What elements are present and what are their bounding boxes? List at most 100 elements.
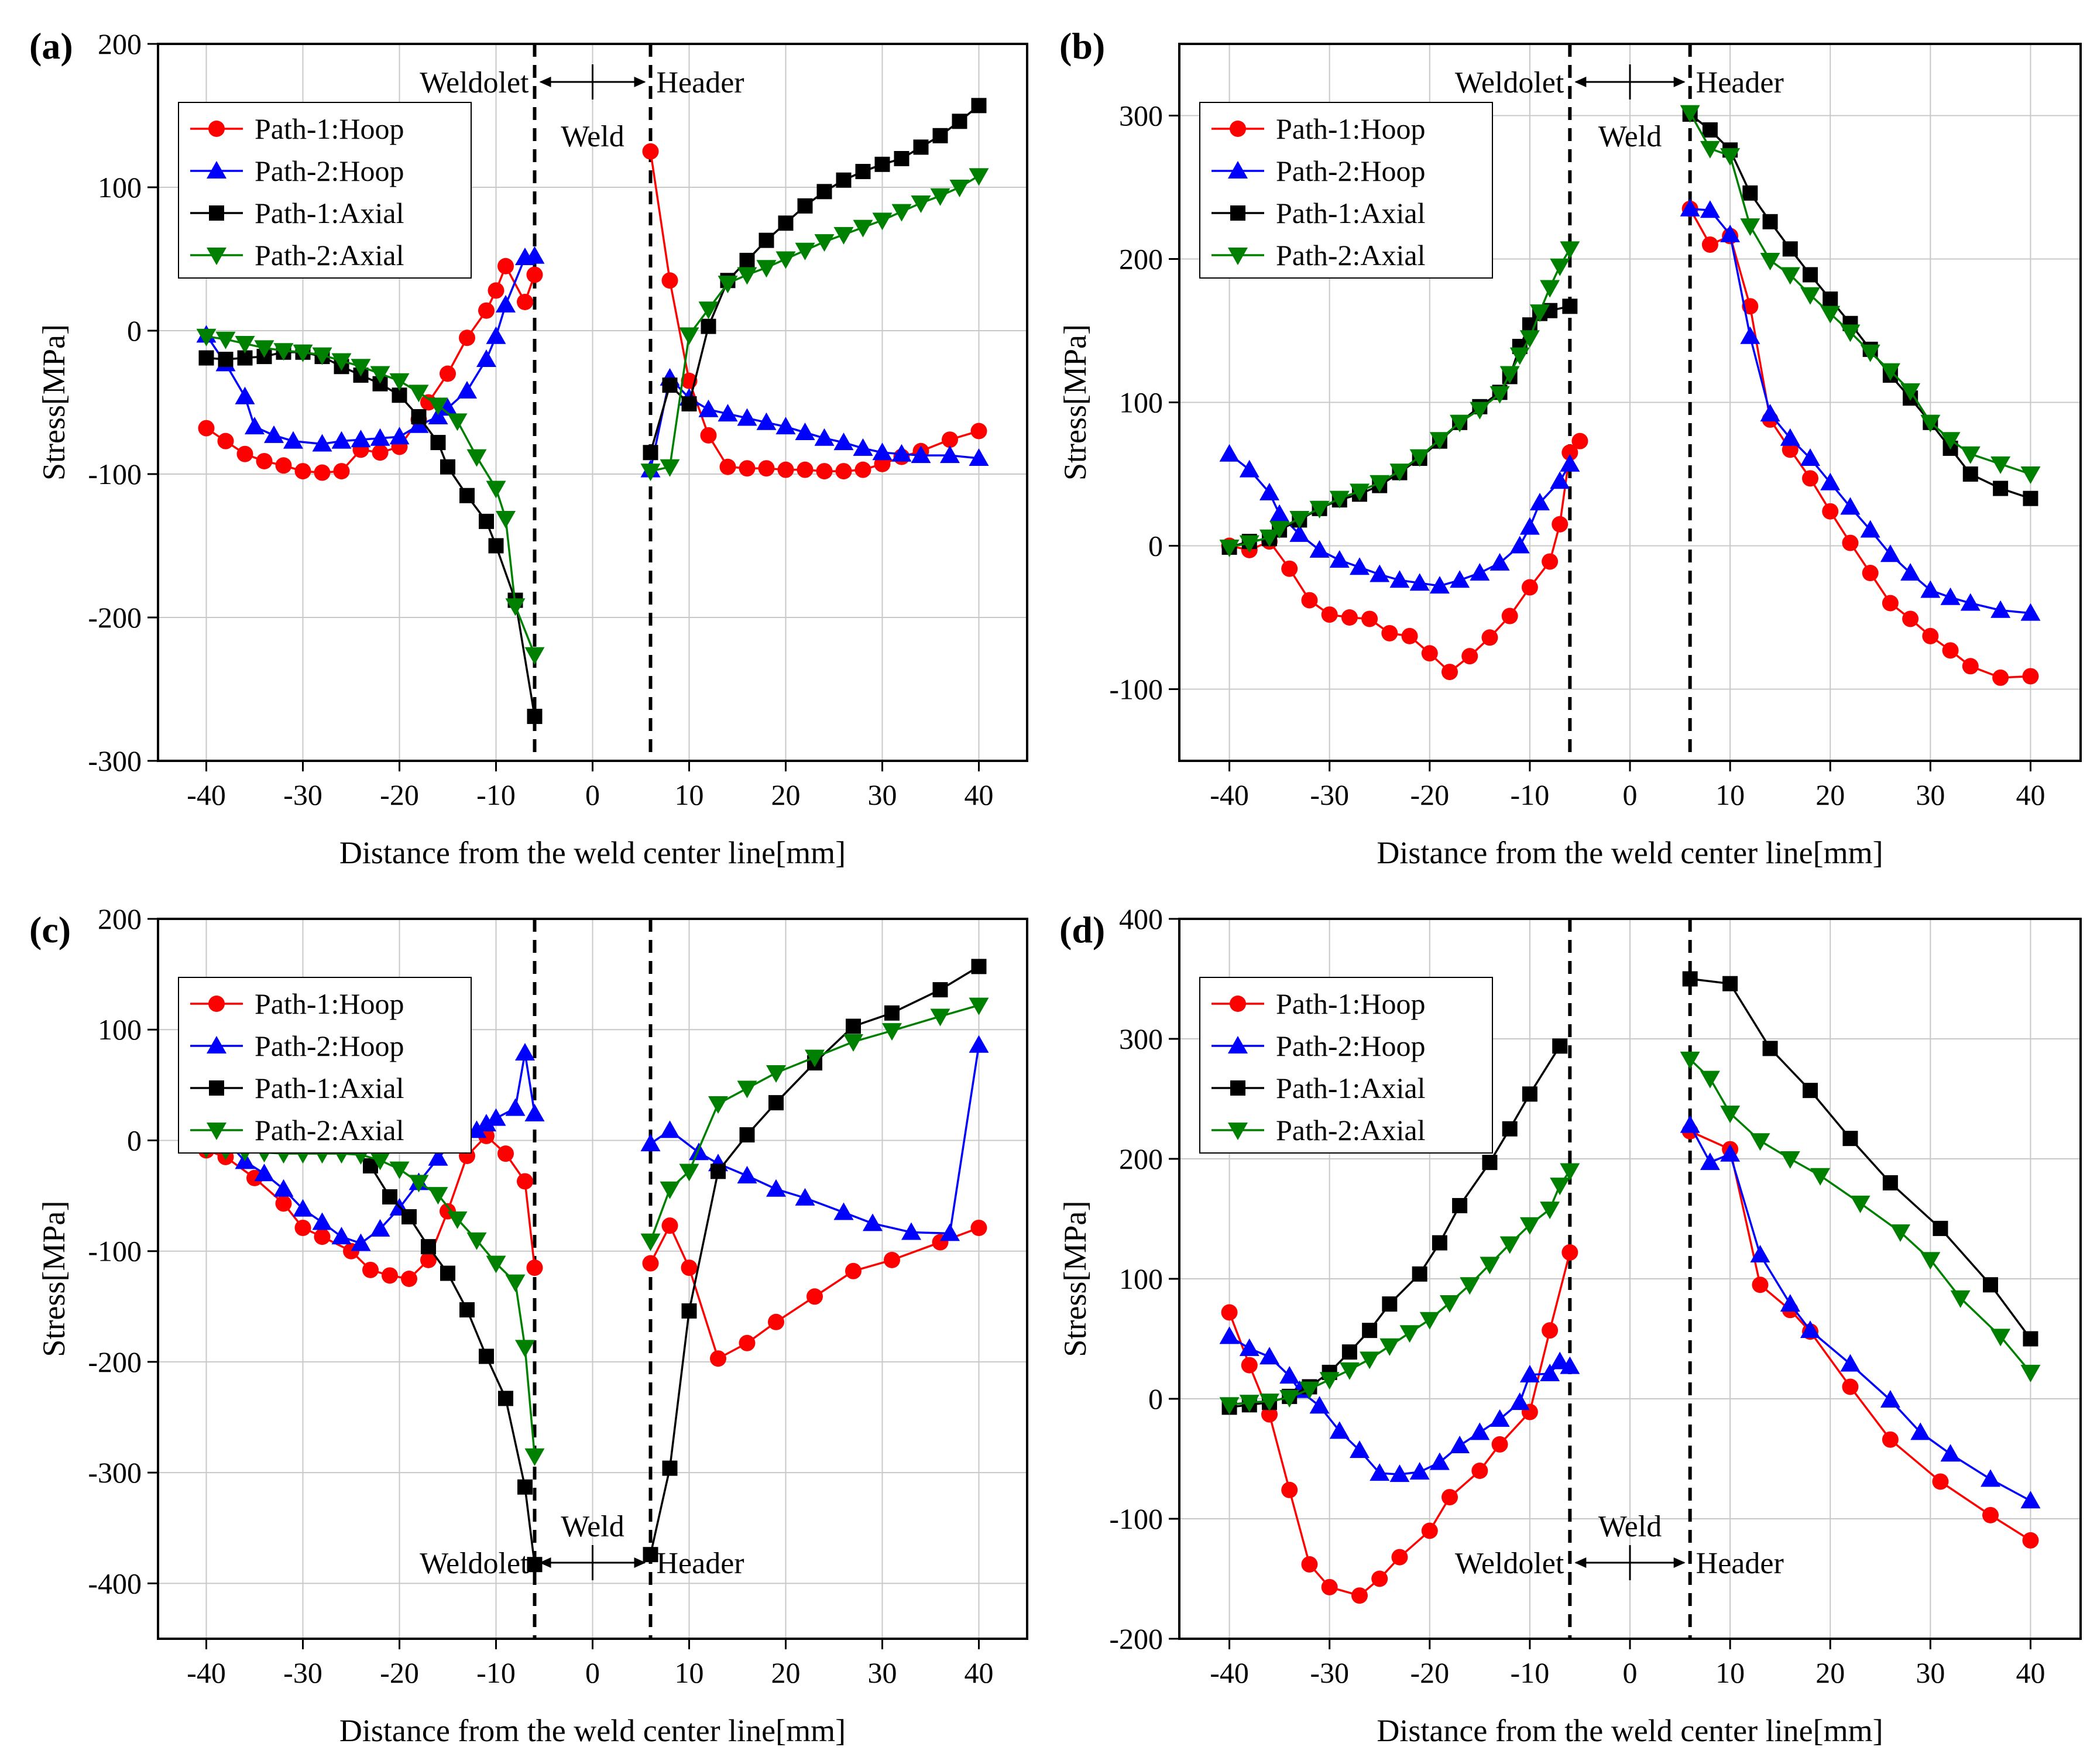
data-point-path2-axial — [515, 1340, 535, 1358]
data-point-path1-axial — [759, 232, 774, 248]
data-point-path2-hoop — [476, 349, 496, 367]
arrowhead-right-icon — [1673, 1557, 1686, 1568]
data-point-path2-axial — [1299, 1381, 1320, 1399]
data-point-path2-hoop — [370, 1219, 390, 1237]
data-point-path2-axial — [254, 340, 274, 358]
data-point-path2-hoop — [1269, 504, 1290, 522]
data-point-path2-hoop — [1700, 200, 1720, 218]
data-point-path2-hoop — [1470, 563, 1490, 581]
data-point-path2-hoop — [312, 434, 332, 452]
arrowhead-left-icon — [1574, 77, 1587, 87]
series-path2-hoop — [1219, 198, 2041, 621]
data-point-path2-axial — [1259, 529, 1279, 547]
y-tick-label: 100 — [1119, 1262, 1163, 1295]
data-point-path2-axial — [660, 459, 680, 477]
data-point-path1-axial — [1742, 185, 1758, 201]
data-point-path2-axial — [1890, 1224, 1910, 1243]
data-point-path2-axial — [1940, 432, 1961, 450]
data-point-path2-axial — [1279, 1389, 1300, 1408]
data-point-path2-axial — [486, 481, 506, 499]
data-point-path2-axial — [1540, 280, 1560, 298]
legend-marker-path1-hoop — [208, 121, 225, 137]
data-point-path2-hoop — [1470, 1422, 1490, 1440]
legend-marker-path1-axial — [1230, 205, 1245, 221]
data-point-path2-hoop — [245, 417, 265, 435]
data-point-path1-hoop — [1862, 565, 1879, 582]
x-tick-label: -10 — [1511, 778, 1550, 811]
data-point-path2-axial — [1560, 1163, 1580, 1181]
legend: Path-1:Hoop Path-2:Hoop Path-1:Axial Path-2… — [178, 102, 472, 279]
data-point-path1-axial — [1823, 291, 1838, 307]
data-point-path1-axial — [1482, 1155, 1498, 1171]
data-point-path1-hoop — [517, 294, 533, 310]
data-point-path2-axial — [1519, 1217, 1540, 1235]
data-point-path1-hoop — [719, 458, 736, 475]
data-point-path2-axial — [293, 344, 313, 362]
legend-marker-path2-axial — [207, 248, 226, 265]
data-point-path2-axial — [486, 1255, 506, 1274]
y-tick-label: 300 — [1119, 99, 1163, 132]
legend: Path-1:Hoop Path-2:Hoop Path-1:Axial Path-2… — [178, 977, 472, 1154]
x-tick-label: 20 — [1815, 778, 1845, 811]
data-point-path2-axial — [1379, 1338, 1400, 1356]
data-point-path1-hoop — [294, 1219, 311, 1236]
data-point-path2-axial — [1399, 1325, 1420, 1343]
data-point-path2-hoop — [312, 1212, 332, 1230]
panel-label-b: (b) — [1059, 25, 1105, 67]
data-point-path1-axial — [1682, 971, 1698, 987]
series-line-path2-hoop-right — [1689, 1124, 2031, 1502]
data-point-path2-axial — [1750, 1133, 1770, 1151]
data-point-path1-hoop — [681, 1259, 698, 1276]
y-tick-label: -200 — [88, 601, 142, 634]
data-point-path2-hoop — [1509, 536, 1530, 554]
data-point-path2-axial — [1460, 1277, 1480, 1295]
data-point-path1-axial — [1762, 214, 1778, 229]
data-point-path1-hoop — [294, 463, 311, 480]
data-point-path1-hoop — [1401, 627, 1418, 644]
x-tick-label: 30 — [1916, 778, 1945, 811]
y-tick-label: 100 — [98, 1013, 142, 1046]
data-point-path1-hoop — [1932, 1473, 1949, 1490]
data-point-path2-hoop — [1840, 497, 1861, 515]
data-point-path2-hoop — [1560, 1356, 1580, 1374]
data-point-path2-axial — [466, 449, 487, 467]
data-point-path2-axial — [1550, 1178, 1570, 1196]
data-point-path1-hoop — [526, 1259, 543, 1276]
data-point-path1-hoop — [372, 444, 389, 461]
data-point-path2-hoop — [1329, 1421, 1350, 1439]
data-point-path1-axial — [1933, 1220, 1948, 1236]
data-point-path1-axial — [1762, 1041, 1778, 1056]
data-point-path2-axial — [805, 1049, 825, 1068]
data-point-path1-hoop — [2022, 668, 2039, 685]
x-tick-label: -10 — [476, 1656, 516, 1689]
data-point-path2-hoop — [486, 326, 506, 344]
data-point-path2-axial — [737, 267, 757, 285]
data-point-path2-hoop — [1940, 1444, 1961, 1462]
data-point-path2-hoop — [766, 1179, 786, 1197]
data-point-path1-hoop — [642, 143, 659, 160]
data-point-path2-axial — [1960, 446, 1981, 464]
data-point-path2-hoop — [1680, 198, 1700, 217]
data-point-path2-hoop — [264, 425, 284, 443]
data-point-path1-axial — [527, 709, 543, 725]
data-point-path2-axial — [969, 997, 989, 1015]
data-point-path2-axial — [447, 1211, 468, 1229]
arrowhead-right-icon — [634, 1557, 646, 1568]
data-point-path2-hoop — [853, 438, 873, 456]
x-tick-label: -20 — [1410, 778, 1449, 811]
x-tick-label: 0 — [1623, 1656, 1638, 1689]
x-tick-label: -30 — [1310, 778, 1349, 811]
data-point-path2-axial — [1450, 414, 1470, 433]
data-point-path2-axial — [737, 1080, 757, 1099]
data-point-path2-axial — [1339, 1362, 1360, 1380]
data-point-path2-axial — [1269, 521, 1290, 539]
legend-label-path1-axial: Path-1:Axial — [1276, 1072, 1426, 1104]
data-point-path1-axial — [1552, 1038, 1568, 1054]
data-point-path2-hoop — [1540, 1363, 1560, 1381]
data-point-path1-axial — [479, 513, 494, 529]
data-point-path2-hoop — [283, 431, 303, 449]
x-tick-label: 40 — [2016, 1656, 2045, 1689]
data-point-path2-hoop — [1259, 1347, 1279, 1365]
data-point-path1-axial — [411, 409, 427, 424]
